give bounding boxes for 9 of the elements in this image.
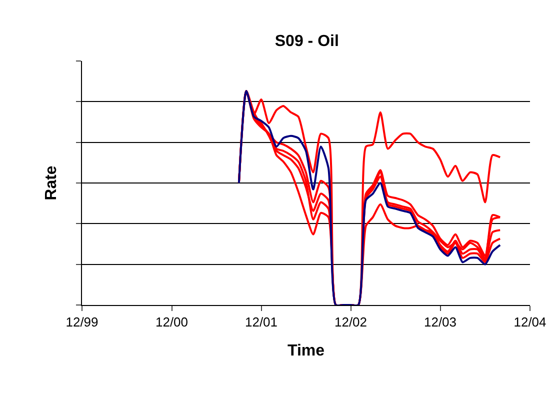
x-tick-label: 12/01 xyxy=(244,314,278,330)
x-axis-title: Time xyxy=(287,342,325,360)
x-tick-label: 12/02 xyxy=(334,314,368,330)
x-tick-label: 12/04 xyxy=(514,314,546,330)
x-tick-label: 12/03 xyxy=(424,314,457,330)
chart-title: S09 - Oil xyxy=(274,32,339,50)
x-tick-label: 12/00 xyxy=(155,314,188,330)
x-tick-label: 12/99 xyxy=(66,314,98,330)
y-axis-title: Rate xyxy=(42,166,60,200)
